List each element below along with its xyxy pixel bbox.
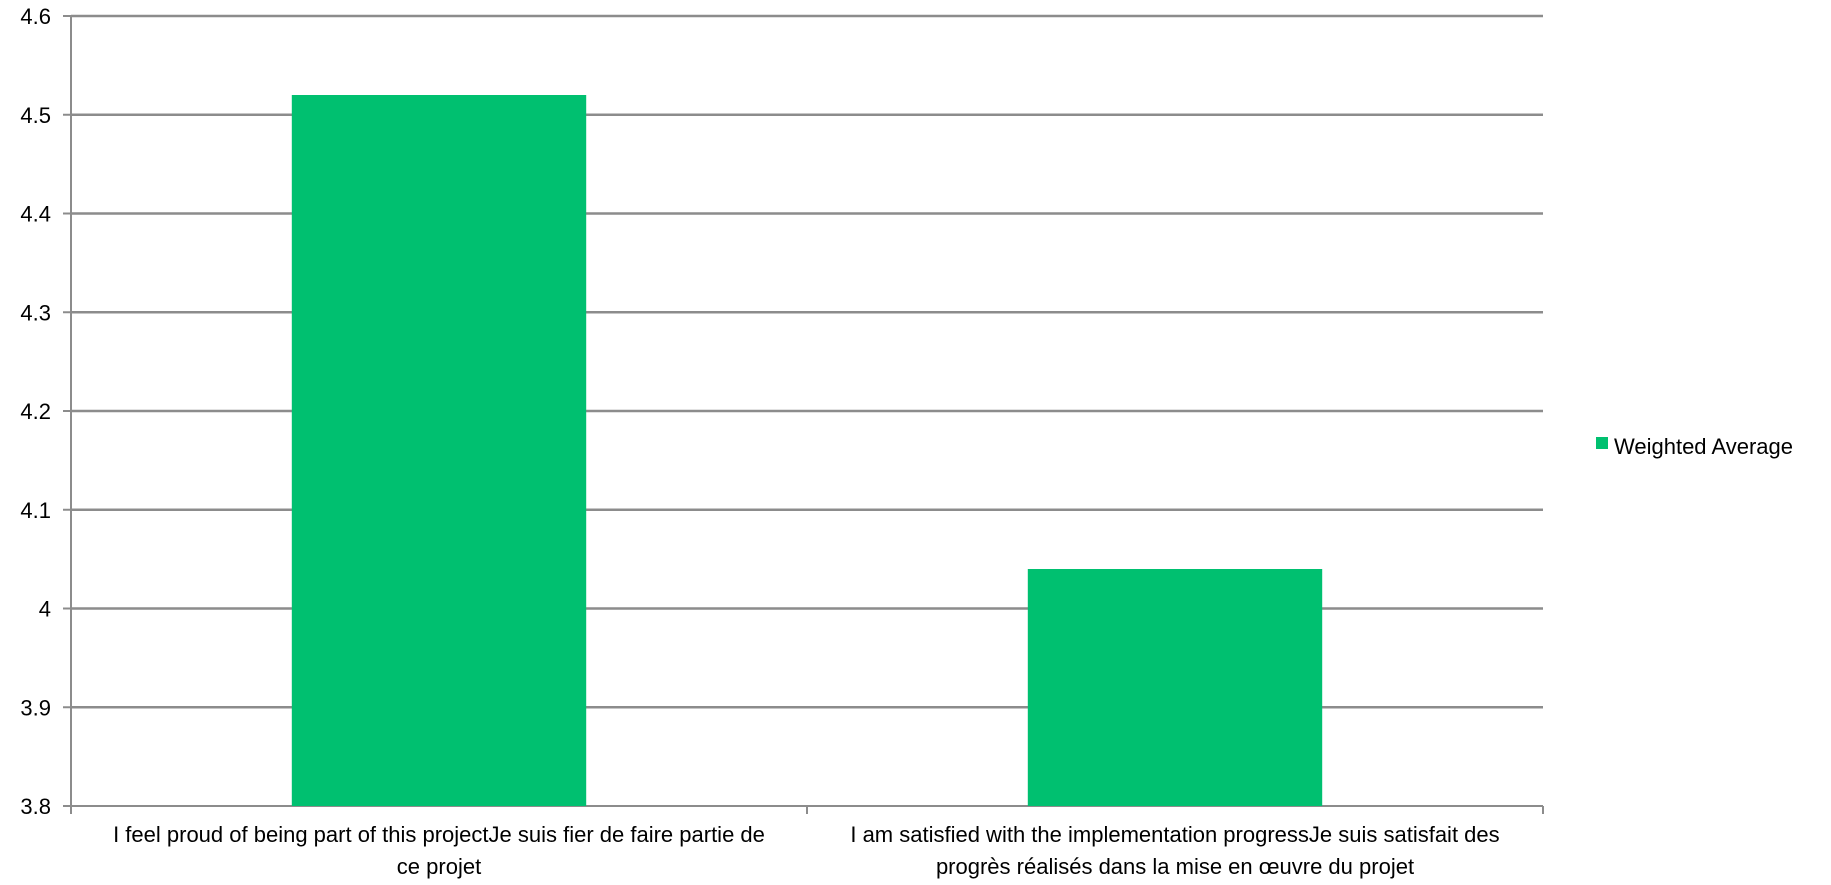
x-category-label: progrès réalisés dans la mise en œuvre d… [936, 854, 1414, 879]
y-tick-label: 3.9 [20, 695, 51, 720]
x-axis-category-labels: I feel proud of being part of this proje… [113, 822, 1500, 879]
legend-label: Weighted Average [1614, 434, 1793, 459]
bar [291, 95, 587, 806]
y-tick-label: 4.6 [20, 4, 51, 29]
y-tick-label: 4.3 [20, 300, 51, 325]
x-category-label: I feel proud of being part of this proje… [113, 822, 765, 847]
x-category-label: ce projet [397, 854, 481, 879]
bars [291, 95, 1323, 806]
x-category-label: I am satisfied with the implementation p… [850, 822, 1499, 847]
y-tick-label: 4.5 [20, 103, 51, 128]
y-tick-label: 3.8 [20, 794, 51, 819]
y-tick-label: 4.1 [20, 498, 51, 523]
bar [1027, 569, 1323, 806]
y-tick-label: 4.2 [20, 399, 51, 424]
y-tick-label: 4.4 [20, 202, 51, 227]
legend: Weighted Average [1596, 434, 1793, 459]
y-axis-tick-labels: 3.8 3.9 4 4.1 4.2 4.3 4.4 4.5 4.6 [20, 4, 51, 819]
legend-swatch [1596, 437, 1608, 449]
y-tick-label: 4 [39, 597, 51, 622]
